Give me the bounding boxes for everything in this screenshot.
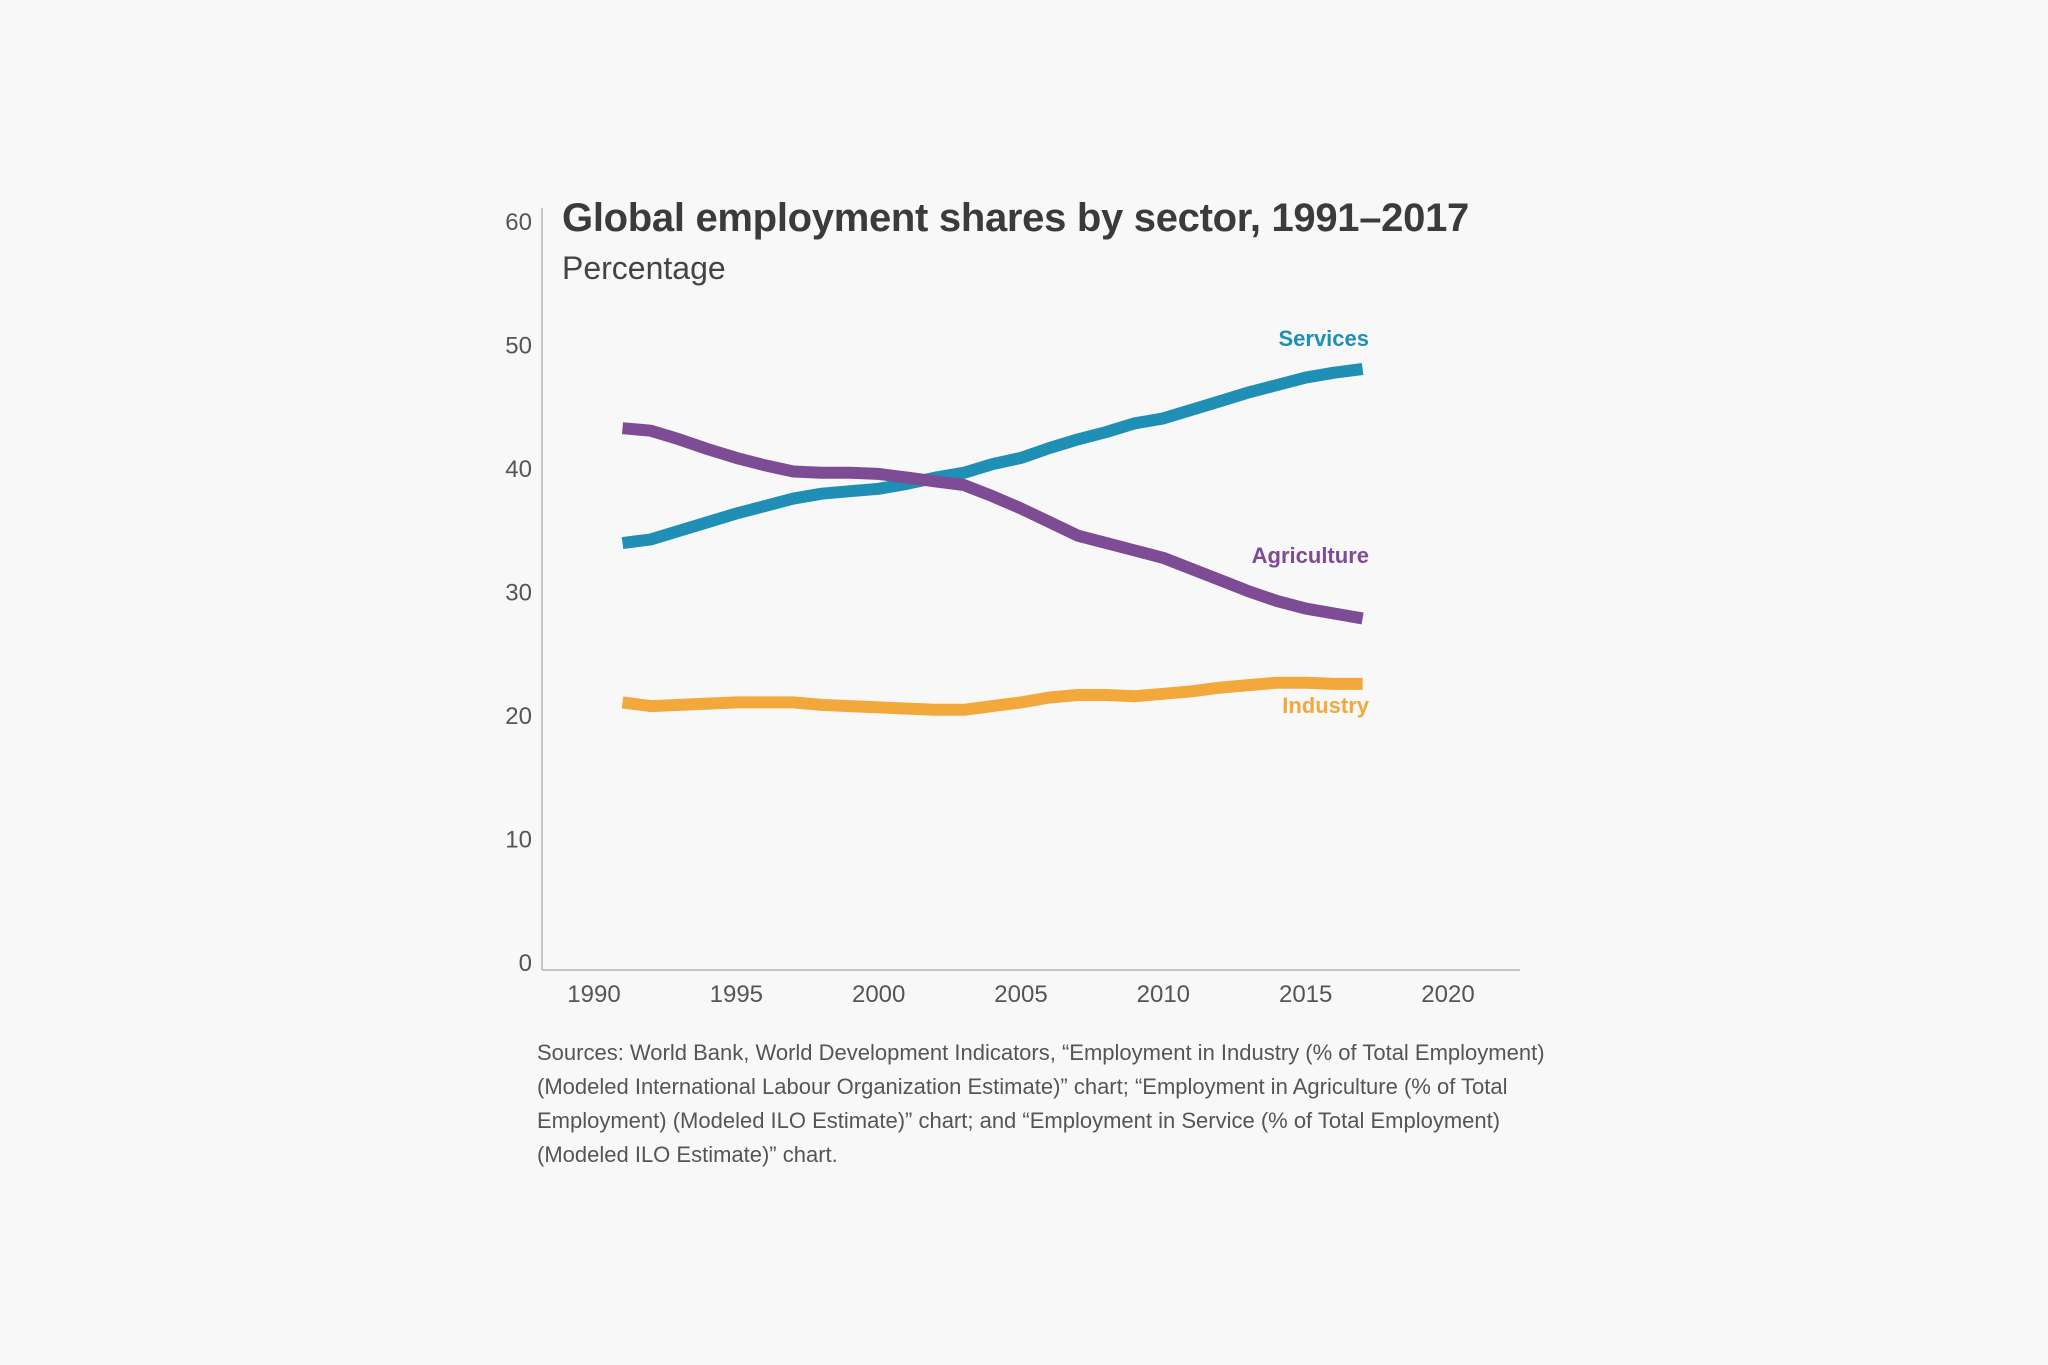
series-line-agriculture (621, 422, 1364, 625)
y-tick-label: 0 (519, 950, 532, 977)
x-tick-label: 2015 (1279, 981, 1332, 1008)
y-tick-label: 60 (505, 209, 532, 236)
y-tick-label: 30 (505, 580, 532, 607)
x-tick-label: 2005 (994, 981, 1047, 1008)
chart-subtitle: Percentage (562, 250, 726, 286)
x-tick-label: 2000 (852, 981, 905, 1008)
x-tick-label: 2010 (1137, 981, 1190, 1008)
chart-title: Global employment shares by sector, 1991… (562, 196, 1469, 240)
y-tick-label: 20 (505, 703, 532, 730)
series-label-agriculture: Agriculture (1252, 543, 1369, 568)
series-label-services: Services (1278, 326, 1369, 351)
series-line-industry (621, 676, 1363, 716)
x-tick-label: 1995 (710, 981, 763, 1008)
series-line-services (621, 363, 1364, 550)
x-tick-label: 1990 (567, 981, 620, 1008)
series-label-industry: Industry (1282, 693, 1370, 718)
x-tick-label: 2020 (1421, 981, 1474, 1008)
y-tick-label: 50 (505, 333, 532, 360)
sources-note: Sources: World Bank, World Development I… (537, 1040, 1545, 1167)
y-tick-label: 40 (505, 456, 532, 483)
y-tick-label: 10 (505, 827, 532, 854)
